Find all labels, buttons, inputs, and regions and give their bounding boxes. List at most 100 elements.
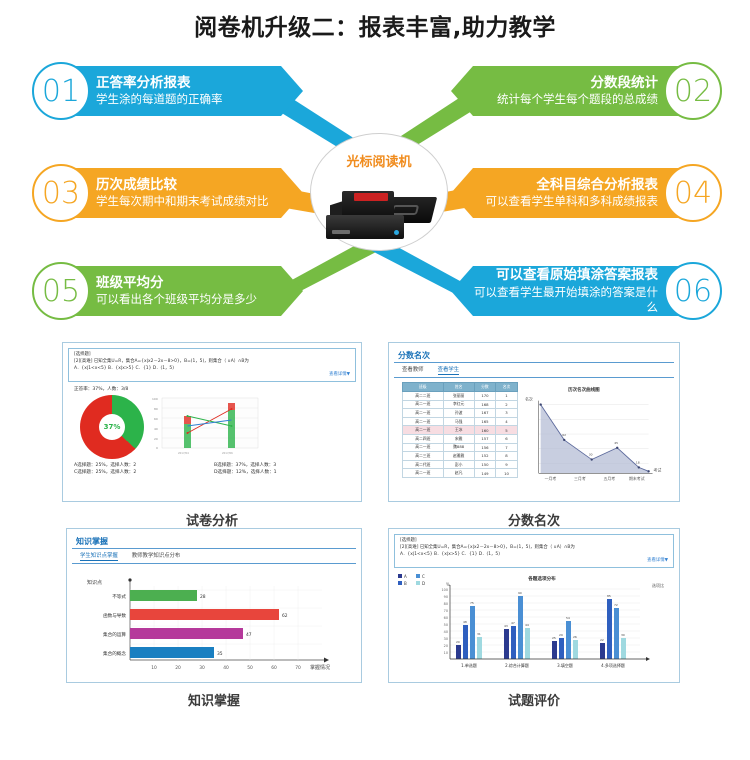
svg-text:0: 0 <box>156 446 158 450</box>
feature-sub-01: 学生涂的每道题的正确率 <box>96 92 223 107</box>
score-rank-table-body: 高二二班 张丽丽 170 1 高二一班 李红元 168 2 高二一班 孙波 167 3 高二一班 马强 16… <box>402 391 518 478</box>
item-eval-chart-title: 各题选项分布 <box>527 575 556 582</box>
option-stat-a: A选择题：25%，选择人数：2 <box>74 463 137 469</box>
feature-sub-02: 统计每个学生每个题段的总成绩 <box>497 92 658 107</box>
svg-text:26: 26 <box>573 635 577 639</box>
svg-text:函数与导数: 函数与导数 <box>103 612 126 619</box>
svg-text:43: 43 <box>504 624 508 628</box>
feature-item-04[interactable]: 04 全科目综合分析报表 可以查看学生单科和多科成绩报表 <box>451 162 722 224</box>
panel-item-eval[interactable]: [选择题] [2][高难] 已知全集U=R，集合A={x|x2－2x－8>0}，… <box>388 528 680 683</box>
feature-title-02: 分数段统计 <box>590 75 659 92</box>
svg-text:80: 80 <box>154 407 158 411</box>
table-row[interactable]: 高二代班 彭小 150 9 <box>402 459 518 470</box>
rank-chart-xlabel: 考试 <box>653 467 661 472</box>
feature-number-01: 01 <box>32 62 90 120</box>
feature-number-04: 04 <box>664 164 722 222</box>
svg-text:62: 62 <box>282 613 288 619</box>
panel-score-rank[interactable]: 分数名次 查看教师 查看学生 班级 姓名 分数 名次 高二二班 张丽丽 170 1 高二… <box>388 342 680 502</box>
feature-number-02: 02 <box>664 62 722 120</box>
panel-knowledge[interactable]: 知识掌握 学生知识点掌握 教师教学知识点分布 知识点 <box>66 528 362 683</box>
svg-text:%: % <box>446 582 450 587</box>
question-line2-1: A．{x|1<x<5} B．{x|x>5} C．{1} D．(1，5) <box>74 365 174 371</box>
feature-item-06[interactable]: 06 可以查看原始填涂答案报表 可以查看学生最开始填涂的答案是什么 <box>451 260 722 322</box>
svg-text:30: 30 <box>621 633 625 637</box>
caption-item-eval: 试题评价 <box>507 694 560 709</box>
rank-history-curve-chart: 历次名次曲线图 名次 62 30 <box>525 386 661 481</box>
svg-text:五月考: 五月考 <box>603 476 615 481</box>
svg-text:2017/06: 2017/06 <box>222 451 233 455</box>
omr-scanner-device-icon <box>324 179 438 239</box>
svg-text:2017/04: 2017/04 <box>178 451 189 455</box>
svg-text:期末考试: 期末考试 <box>629 476 645 481</box>
table-row[interactable]: 高二三班 赵雅雅 152 8 <box>402 451 518 461</box>
table-cell: 王冰 <box>442 425 475 435</box>
svg-text:40: 40 <box>223 665 229 671</box>
feature-item-05[interactable]: 05 班级平均分 可以看出各个班级平均分是多少 <box>32 260 303 322</box>
svg-text:54: 54 <box>566 616 570 620</box>
svg-text:三月考: 三月考 <box>574 476 586 481</box>
tab-view-student[interactable]: 查看学生 <box>437 367 460 375</box>
svg-text:100: 100 <box>152 397 158 401</box>
question-tag-1: [选择题] <box>74 352 91 357</box>
question-box-2: [选择题] [2][高难] 已知全集U=R，集合A={x|x2－2x－8>0}，… <box>394 534 674 569</box>
option-stat-c: C选择题：25%，选择人数：2 <box>74 470 137 476</box>
feature-item-03[interactable]: 03 历次成绩比较 学生每次期中和期末考试成绩对比 <box>32 162 303 224</box>
table-row[interactable]: 高二四班 宋雅 157 6 <box>402 433 518 444</box>
table-cell: 宋雅 <box>442 433 475 444</box>
svg-text:3.填空题: 3.填空题 <box>557 662 573 668</box>
table-row[interactable]: 高二一班 孙波 167 3 <box>402 408 518 418</box>
feature-title-05: 班级平均分 <box>96 275 164 292</box>
feature-item-01[interactable]: 01 正答率分析报表 学生涂的每道题的正确率 <box>32 60 303 122</box>
svg-text:72: 72 <box>614 603 618 607</box>
svg-text:C: C <box>422 574 425 579</box>
table-cell: 10 <box>495 468 518 478</box>
knowledge-xlabel: 掌握情况 <box>310 664 330 671</box>
score-trend-mini-chart: 100 80 60 40 20 0 2017/04 2017/06 <box>152 397 259 455</box>
table-cell: 高二一班 <box>402 416 444 427</box>
feature-title-06: 可以查看原始填涂答案报表 <box>496 267 658 284</box>
table-row[interactable]: 高二二班 张丽丽 170 1 <box>402 391 518 401</box>
feature-banner-06: 可以查看原始填涂答案报表 可以查看学生最开始填涂的答案是什么 <box>451 266 686 316</box>
table-cell: 7 <box>495 442 518 453</box>
table-cell: 高二一班 <box>402 425 444 435</box>
tab-view-teacher[interactable]: 查看教师 <box>402 367 424 373</box>
table-row[interactable]: 高二一班 马强 165 4 <box>402 416 518 427</box>
option-stats-grid: A选择题：25%，选择人数：2 B选择题：37%，选择人数：3 C选择题：25%… <box>68 460 356 477</box>
feature-banner-04: 全科目综合分析报表 可以查看学生单科和多科成绩报表 <box>451 168 686 218</box>
svg-text:47: 47 <box>246 632 252 638</box>
svg-text:60: 60 <box>271 665 277 671</box>
table-row[interactable]: 高二一班 魏888 156 7 <box>402 442 518 453</box>
feature-banner-02: 分数段统计 统计每个学生每个题段的总成绩 <box>451 66 686 116</box>
knowledge-mastery-chart: 知识点 28 62 47 35 <box>87 578 330 671</box>
tab-teacher-distribution[interactable]: 教师教学知识点分布 <box>131 553 181 559</box>
svg-text:100: 100 <box>442 588 448 592</box>
score-rank-heading: 分数名次 <box>394 348 674 363</box>
svg-text:10: 10 <box>151 665 157 671</box>
th-class: 班级 <box>402 382 444 392</box>
svg-text:一月考: 一月考 <box>544 476 556 481</box>
rank-chart-title: 历次名次曲线图 <box>568 386 600 393</box>
svg-text:85: 85 <box>607 594 611 598</box>
feature-title-01: 正答率分析报表 <box>96 75 191 92</box>
svg-text:90: 90 <box>518 591 522 595</box>
feature-number-03: 03 <box>32 164 90 222</box>
view-detail-link-2[interactable]: 查看详情▼ <box>647 558 668 564</box>
table-row[interactable]: 高二一班 赵凡 149 10 <box>402 468 518 478</box>
panel-exam-analysis[interactable]: [选择题] [2][高难] 已知全集U=R，集合A={x|x2－2x－8>0}，… <box>62 342 362 502</box>
tab-student-mastery[interactable]: 学生知识点掌握 <box>80 553 118 561</box>
svg-text:22: 22 <box>600 638 604 642</box>
svg-text:70: 70 <box>295 665 301 671</box>
table-row[interactable]: 高二一班 李红元 168 2 <box>402 399 518 410</box>
option-stat-b: B选择题：37%，选择人数：3 <box>214 463 277 469</box>
table-cell: 168 <box>473 399 497 410</box>
view-detail-link-1[interactable]: 查看详情▼ <box>329 372 350 378</box>
table-header-row: 班级 姓名 分数 名次 <box>402 382 518 392</box>
svg-text:50: 50 <box>247 665 253 671</box>
feature-item-02[interactable]: 02 分数段统计 统计每个学生每个题段的总成绩 <box>451 60 722 122</box>
svg-text:B: B <box>404 581 407 586</box>
svg-text:70: 70 <box>444 609 448 613</box>
table-row[interactable]: 高二一班 王冰 160 5 <box>402 425 518 435</box>
svg-text:44: 44 <box>525 623 529 627</box>
caption-exam-analysis: 试卷分析 <box>185 514 238 529</box>
